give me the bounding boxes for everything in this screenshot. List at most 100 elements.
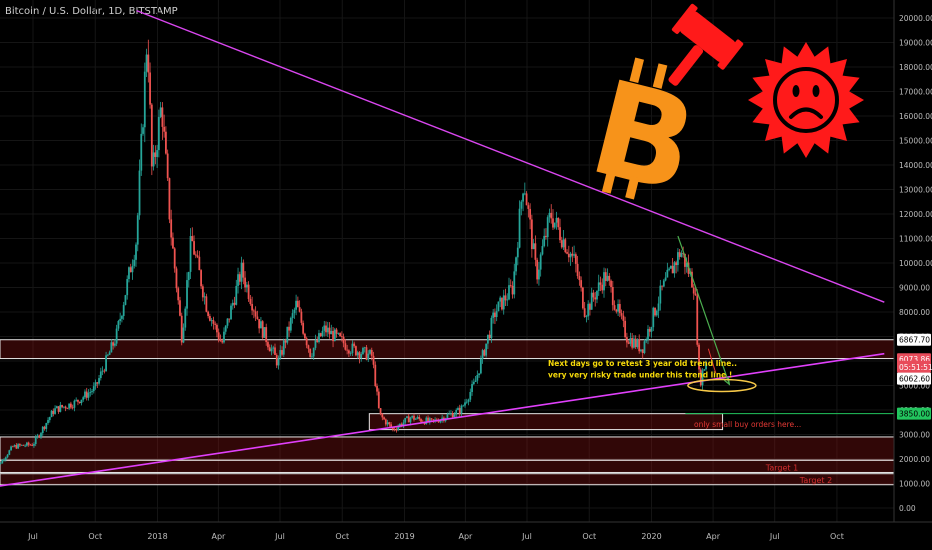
candle-body <box>311 356 313 358</box>
candle-body <box>615 309 618 312</box>
candle-body <box>263 327 266 338</box>
candle-body <box>157 116 160 151</box>
candle-body <box>596 290 598 300</box>
candle-body <box>52 410 55 414</box>
candle-body <box>564 239 567 253</box>
candle-body <box>657 303 660 311</box>
candle-body <box>194 254 197 256</box>
candle-body <box>427 417 429 422</box>
candle-body <box>219 339 222 342</box>
y-tick-label: 10000.00 <box>899 259 932 268</box>
candle-body <box>620 313 623 316</box>
y-tick-label: 5000.00 <box>899 382 930 391</box>
zone-label-target-1: Target 1 <box>765 463 798 472</box>
candle-body <box>50 410 53 418</box>
candle-body <box>631 338 634 348</box>
candle-body <box>654 307 656 316</box>
candle-body <box>407 416 410 423</box>
candle-body <box>479 358 482 374</box>
candle-body <box>585 316 588 318</box>
candle-body <box>249 298 252 304</box>
candle-body <box>150 104 153 167</box>
candle-body <box>115 328 118 344</box>
candle-body <box>680 253 683 257</box>
candle-body <box>490 317 493 339</box>
candle-body <box>295 300 298 310</box>
candle-body <box>546 217 549 238</box>
candle-body <box>381 414 384 418</box>
candle-body <box>228 318 231 320</box>
candle-body <box>289 318 292 331</box>
candle-body <box>494 312 496 318</box>
candle-body <box>541 246 544 255</box>
candle-body <box>43 426 46 429</box>
candle-body <box>485 343 488 356</box>
candle-body <box>279 350 282 359</box>
candle-body <box>332 330 334 342</box>
candle-body <box>224 325 227 332</box>
candle-body <box>191 236 194 242</box>
candle-body <box>326 327 329 333</box>
candle-body <box>214 323 217 325</box>
gavel-head <box>679 11 736 63</box>
candle-body <box>353 343 356 347</box>
candle-body <box>342 336 345 344</box>
candle-body <box>481 350 484 359</box>
candle-body <box>82 397 85 400</box>
candle-body <box>597 282 600 291</box>
candle-body <box>453 414 456 418</box>
candle-body <box>323 325 326 331</box>
candle-body <box>691 271 693 288</box>
candle-body <box>85 391 88 398</box>
candle-body <box>425 417 428 425</box>
candle-body <box>230 305 232 320</box>
candle-body <box>499 297 502 302</box>
candle-body <box>523 193 526 195</box>
candle-body <box>75 399 78 401</box>
candle-body <box>455 409 458 415</box>
y-tick-label: 15000.00 <box>899 137 932 146</box>
candle-body <box>525 193 528 206</box>
candle-body <box>634 338 637 348</box>
candle-body <box>450 413 452 414</box>
candle-body <box>41 426 44 434</box>
candle-body <box>590 292 593 310</box>
candle-body <box>404 417 407 423</box>
candle-body <box>92 386 95 392</box>
candle-body <box>386 422 389 425</box>
candle-body <box>418 416 421 420</box>
candle-body <box>555 217 558 223</box>
candle-body <box>73 400 76 408</box>
sun-frown <box>789 107 823 119</box>
candle-body <box>617 304 619 312</box>
candle-body <box>103 370 106 372</box>
x-tick-label: Jul <box>274 532 285 541</box>
candle-body <box>68 403 71 409</box>
candle-body <box>291 313 294 319</box>
candle-body <box>428 418 431 422</box>
candle-body <box>618 304 621 314</box>
candle-body <box>451 413 454 418</box>
x-tick-label: Oct <box>582 532 596 541</box>
candle-body <box>77 399 79 402</box>
candle-body <box>274 347 276 355</box>
candle-body <box>244 277 246 288</box>
candle-body <box>684 253 686 267</box>
candle-body <box>530 219 533 250</box>
candle-body <box>638 339 641 352</box>
candle-body <box>286 326 289 343</box>
candle-body <box>170 219 173 238</box>
candle-body <box>138 170 141 216</box>
price-zone <box>368 413 724 431</box>
candle-body <box>133 259 136 266</box>
red-arrow-line <box>707 348 717 374</box>
candle-body <box>108 352 111 355</box>
sun-eye <box>792 85 800 97</box>
candle-body <box>576 263 579 277</box>
candle-body <box>411 415 414 418</box>
candle-body <box>567 253 570 258</box>
candle-body <box>208 316 211 321</box>
candle-body <box>344 343 347 350</box>
candle-body <box>471 384 473 392</box>
